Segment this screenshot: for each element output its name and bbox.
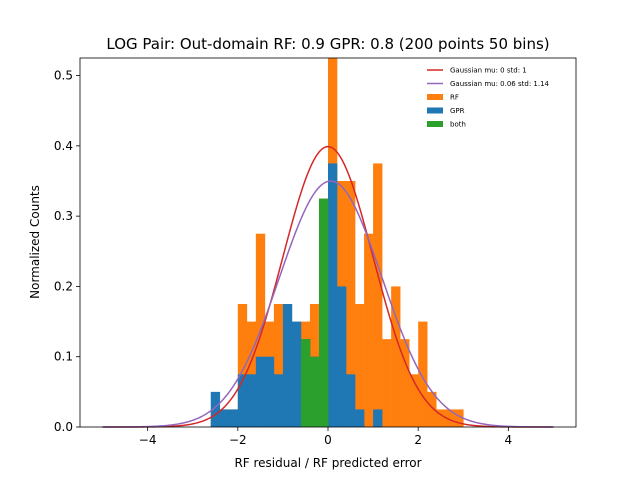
x-axis-label: RF residual / RF predicted error: [234, 456, 421, 470]
bar-rf-22: [409, 374, 419, 427]
legend-label: both: [450, 121, 466, 129]
x-tick-label: −2: [229, 433, 247, 447]
bar-gpr-5: [255, 356, 266, 427]
legend-label: Gaussian mu: 0 std: 1: [450, 67, 527, 75]
bar-gpr-17: [373, 409, 383, 427]
x-tick-label: 4: [505, 433, 513, 447]
chart-title: LOG Pair: Out-domain RF: 0.9 GPR: 0.8 (2…: [106, 35, 549, 53]
y-tick-label: 0.2: [54, 279, 73, 293]
bar-gpr-14: [337, 286, 347, 427]
bar-gpr-8: [282, 304, 293, 427]
bar-rf-25: [436, 409, 446, 427]
bar-rf-17: [364, 233, 374, 427]
bar-rf-27: [454, 409, 464, 427]
histogram-bars: [210, 58, 464, 427]
x-axis-ticks: −4 −2 0 2 4: [139, 427, 512, 447]
legend-label: GPR: [450, 107, 465, 115]
y-tick-label: 0.0: [54, 420, 73, 434]
bar-rf-15: [346, 181, 356, 427]
bar-both-0: [300, 339, 311, 427]
x-tick-label: −4: [139, 433, 157, 447]
bar-rf-7: [273, 304, 284, 427]
y-axis-label: Normalized Counts: [28, 185, 42, 299]
bar-rf-16: [355, 304, 365, 427]
bar-both-2: [318, 198, 329, 427]
bar-gpr-1: [219, 409, 230, 427]
bar-gpr-15: [346, 374, 356, 427]
bar-gpr-2: [228, 409, 239, 427]
x-tick-label: 2: [414, 433, 422, 447]
y-axis-ticks: 0.0 0.1 0.2 0.3 0.4 0.5: [54, 69, 80, 434]
bar-rf-21: [400, 339, 410, 427]
bar-gpr-9: [291, 321, 302, 427]
bar-rf-18: [373, 163, 383, 427]
bar-rf-19: [382, 339, 392, 427]
legend: Gaussian mu: 0 std: 1 Gaussian mu: 0.06 s…: [427, 67, 550, 129]
y-tick-label: 0.3: [54, 209, 73, 223]
bar-gpr-3: [237, 374, 248, 427]
bar-gpr-6: [264, 356, 275, 427]
bar-gpr-7: [273, 374, 284, 427]
gaussian-curves: [102, 145, 554, 428]
bar-rf-4: [246, 321, 257, 427]
x-tick-label: 0: [324, 433, 332, 447]
y-tick-label: 0.5: [54, 69, 73, 83]
bar-rf-23: [418, 321, 428, 427]
bar-gpr-0: [210, 391, 221, 427]
bar-gpr-4: [246, 374, 257, 427]
gaussian-curve-1: [102, 180, 554, 428]
bar-both-1: [309, 356, 320, 427]
legend-label: Gaussian mu: 0.06 std: 1.14: [450, 80, 550, 88]
y-tick-label: 0.1: [54, 350, 73, 364]
legend-patch-swatch: [427, 94, 443, 100]
bar-gpr-16: [355, 409, 365, 427]
gaussian-curve-0: [102, 145, 554, 428]
bar-rf-24: [427, 391, 437, 427]
bar-rf-20: [391, 286, 401, 427]
legend-label: RF: [450, 94, 459, 102]
bar-gpr-13: [328, 163, 338, 427]
legend-patch-swatch: [427, 121, 443, 127]
bar-rf-26: [445, 409, 455, 427]
legend-patch-swatch: [427, 107, 443, 114]
bar-rf-3: [237, 304, 248, 427]
y-tick-label: 0.4: [54, 139, 73, 153]
